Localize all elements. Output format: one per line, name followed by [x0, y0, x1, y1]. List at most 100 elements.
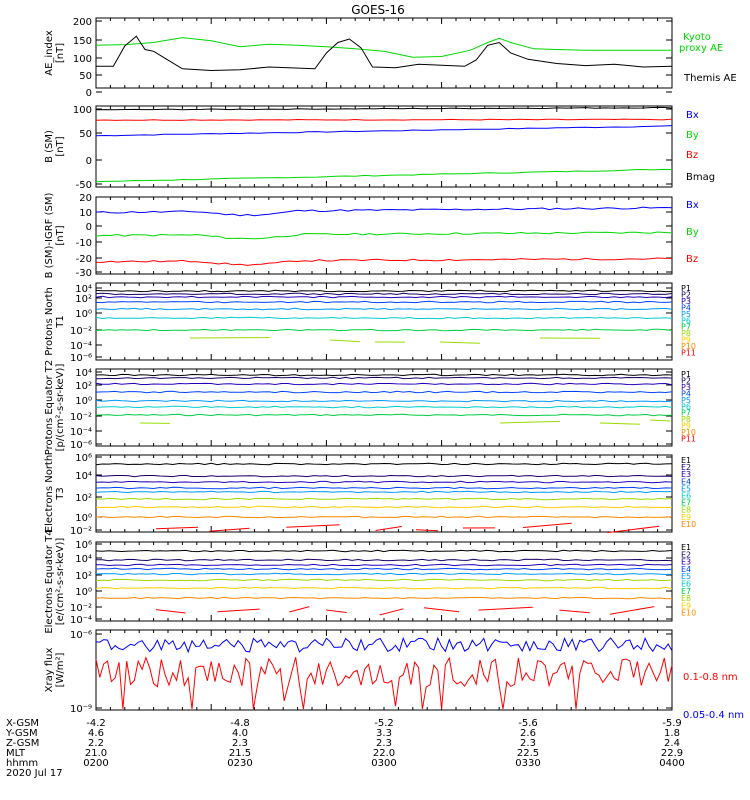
- y-tick-label: 10⁰: [75, 587, 92, 598]
- channel-e10: [155, 609, 186, 614]
- y-tick-label: 10⁶: [75, 540, 92, 551]
- legend-bmag: Bmag: [686, 172, 715, 183]
- series-bx: [95, 125, 673, 137]
- orbit-value: 1.8: [664, 728, 680, 739]
- channel-e10: [607, 525, 660, 534]
- orbit-value: 0300: [371, 758, 396, 769]
- legend-e2: E2: [681, 463, 691, 472]
- y-tick-label: 10⁰: [75, 396, 92, 407]
- orbit-value: -4.8: [230, 718, 250, 729]
- orbit-label-hhmm: hhmm: [6, 758, 38, 769]
- channel-e10: [155, 526, 199, 530]
- legend-p1: P1: [681, 284, 691, 293]
- series-bx-igrf: [95, 206, 673, 217]
- legend-e2: E2: [681, 550, 691, 559]
- orbit-value: -5.9: [662, 718, 682, 729]
- series-by-igrf: [95, 231, 673, 240]
- channel-e10: [415, 529, 439, 532]
- y-axis-unit: [nT]: [55, 43, 66, 63]
- legend-e6: E6: [681, 580, 691, 589]
- legend-xray-short: 0.05-0.4 nm: [683, 710, 744, 721]
- legend-kyoto: Kyoto: [683, 32, 711, 43]
- channel-e2: [95, 474, 673, 478]
- y-tick-label: 10⁻²: [70, 526, 92, 537]
- y-axis-label: Protons North: [44, 287, 55, 356]
- channel-p6: [95, 405, 673, 409]
- y-tick-label: 10²: [75, 294, 92, 305]
- y-tick-label: 10⁻⁶: [70, 353, 92, 364]
- orbit-value: 0230: [227, 758, 252, 769]
- legend-e10: E10: [681, 609, 696, 618]
- channel-e10: [326, 609, 347, 613]
- legend-p1: P1: [681, 370, 691, 379]
- series-themis-ae: [96, 35, 673, 72]
- y-axis-label: Electrons North: [44, 455, 55, 532]
- orbit-value: 21.0: [85, 748, 107, 759]
- y-tick-label: 10⁻⁹: [70, 704, 92, 715]
- y-tick-label: 50: [79, 129, 92, 140]
- channel-e3: [95, 480, 673, 484]
- series-by: [95, 168, 673, 183]
- y-tick-label: 10⁻⁶: [70, 440, 92, 451]
- y-tick-label: -30: [76, 268, 92, 279]
- panel-8: 10⁻⁶ 10⁻⁹ Xray flux [W/m²] 0.1-0.8 nm 0.05-0.…: [44, 629, 744, 721]
- legend-e4: E4: [681, 565, 691, 574]
- panel-frame: [95, 454, 673, 533]
- orbit-value: 22.9: [661, 748, 683, 759]
- y-axis-label: Xray flux: [44, 648, 55, 693]
- y-axis-unit: [e/(cm²-s-sr-keV)]: [55, 538, 66, 626]
- series-bz-igrf: [96, 257, 672, 266]
- channel-e1: [95, 462, 673, 466]
- legend-e7: E7: [681, 587, 691, 596]
- legend-p8: P8: [681, 415, 691, 424]
- orbit-table: X-GSM -4.2 -4.8 -5.2 -5.6 -5.9Y-GSM 4.6 4.0 3.3 2…: [5, 718, 685, 779]
- y-axis-label: T3: [55, 487, 66, 500]
- y-tick-label: 10⁻²: [70, 603, 92, 614]
- orbit-value: 21.5: [229, 748, 251, 759]
- y-tick-label: 10⁴: [75, 554, 92, 565]
- panel-frame: [95, 105, 673, 188]
- legend-p2: P2: [681, 376, 691, 385]
- y-axis-label: T1: [55, 315, 66, 328]
- legend-e3: E3: [681, 470, 691, 479]
- orbit-value: 0330: [515, 758, 540, 769]
- orbit-value: 22.0: [373, 748, 395, 759]
- y-tick-label: 10²: [75, 571, 92, 582]
- channel-e5: [95, 490, 673, 494]
- y-tick-label: 10⁻²: [70, 412, 92, 423]
- channel-e10: [478, 606, 533, 611]
- panel-5: 10⁴ 10² 10⁰ 10⁻² 10⁻⁴ 10⁻⁶ Protons Equator T2[…: [44, 360, 696, 456]
- legend-e1: E1: [681, 543, 691, 552]
- channel-p7: [95, 413, 673, 417]
- channel-e8: [95, 596, 673, 600]
- orbit-value: 2.3: [376, 738, 392, 749]
- legend-e8: E8: [681, 506, 691, 515]
- y-axis-unit: [nT]: [55, 136, 66, 156]
- legend-p10: P10: [681, 428, 696, 437]
- channel-p7: [95, 328, 673, 332]
- panel-2: 100 50 0 -50 B (SM) [nT] Bx By Bz Bmag: [44, 105, 715, 191]
- plot-title: GOES-16: [351, 3, 405, 17]
- channel-p8: [329, 339, 361, 343]
- channel-e10: [375, 526, 402, 531]
- orbit-value: 0400: [659, 758, 684, 769]
- legend-e4: E4: [681, 477, 691, 486]
- legend-kyoto-2: proxy AE: [679, 43, 723, 54]
- channel-e7: [95, 586, 673, 590]
- legend-p6: P6: [681, 402, 691, 411]
- legend-bz: Bz: [686, 254, 698, 265]
- y-tick-label: 10⁻²: [70, 326, 92, 337]
- panel-frame: [95, 541, 673, 622]
- channel-p8: [599, 422, 641, 425]
- series-bmag: [95, 106, 673, 111]
- y-tick-label: 200: [73, 17, 92, 28]
- y-tick-label: 10⁴: [75, 368, 92, 379]
- channel-e8: [95, 515, 673, 519]
- legend-p3: P3: [681, 383, 691, 392]
- legend-p9: P9: [681, 422, 691, 431]
- y-tick-label: 10⁴: [75, 284, 92, 295]
- orbit-value: 2.2: [88, 738, 104, 749]
